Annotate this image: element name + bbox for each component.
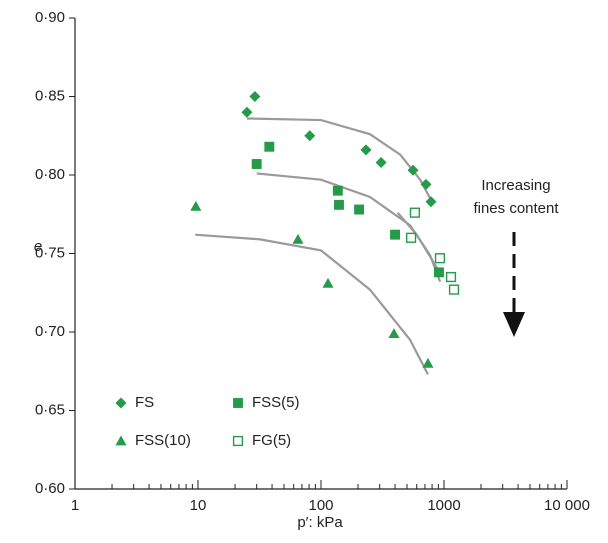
marker-triangle bbox=[115, 435, 127, 446]
x-tick-label: 1000 bbox=[427, 497, 460, 514]
annotation: fines content bbox=[473, 200, 559, 217]
legend-label: FSS(10) bbox=[135, 432, 191, 449]
marker-square bbox=[332, 185, 343, 196]
marker-diamond bbox=[360, 144, 372, 156]
marker-triangle bbox=[322, 277, 334, 288]
marker-square bbox=[434, 267, 444, 278]
y-tick-label: 0·60 bbox=[35, 480, 65, 497]
annotation: Increasing bbox=[481, 177, 550, 194]
annotation-arrowhead bbox=[503, 312, 525, 337]
marker-triangle bbox=[292, 233, 304, 244]
y-tick-label: 0·80 bbox=[35, 166, 65, 183]
legend-label: FSS(5) bbox=[252, 394, 300, 411]
marker-square bbox=[264, 141, 275, 152]
x-tick-label: 10 bbox=[190, 497, 207, 514]
marker-square bbox=[354, 204, 365, 215]
marker-open-square bbox=[448, 284, 460, 295]
y-tick-label: 0·90 bbox=[35, 9, 65, 26]
legend-label: FG(5) bbox=[252, 432, 291, 449]
marker-triangle bbox=[422, 357, 434, 368]
x-tick-label: 1 bbox=[71, 497, 79, 514]
marker-diamond bbox=[241, 106, 253, 118]
marker-triangle bbox=[190, 200, 202, 211]
marker-open-square bbox=[445, 271, 457, 283]
marker-open-square bbox=[434, 253, 446, 264]
y-tick-label: 0·65 bbox=[35, 401, 65, 418]
marker-open-square bbox=[232, 435, 244, 447]
fit-curve bbox=[195, 233, 429, 375]
marker-open-square bbox=[409, 207, 421, 218]
x-axis-label: p′: kPa bbox=[297, 514, 343, 531]
marker-open-square bbox=[405, 232, 417, 243]
marker-diamond bbox=[304, 130, 316, 142]
marker-square bbox=[233, 398, 243, 408]
legend-label: FS bbox=[135, 394, 154, 411]
marker-triangle bbox=[388, 328, 400, 338]
y-tick-label: 0·75 bbox=[35, 244, 65, 261]
marker-diamond bbox=[425, 196, 437, 208]
marker-diamond bbox=[249, 91, 261, 102]
fit-curve bbox=[256, 172, 442, 283]
x-tick-label: 10 000 bbox=[544, 497, 590, 514]
marker-diamond bbox=[420, 178, 432, 190]
fit-curve bbox=[396, 211, 439, 270]
y-tick-label: 0·70 bbox=[35, 323, 65, 340]
y-tick-label: 0·85 bbox=[35, 87, 65, 104]
y-axis-label: e bbox=[34, 238, 42, 255]
x-tick-label: 100 bbox=[308, 497, 333, 514]
marker-square bbox=[390, 229, 401, 240]
marker-square bbox=[334, 199, 344, 210]
marker-diamond bbox=[407, 164, 419, 176]
marker-square bbox=[251, 159, 262, 169]
marker-diamond bbox=[115, 397, 127, 409]
marker-diamond bbox=[375, 156, 387, 168]
